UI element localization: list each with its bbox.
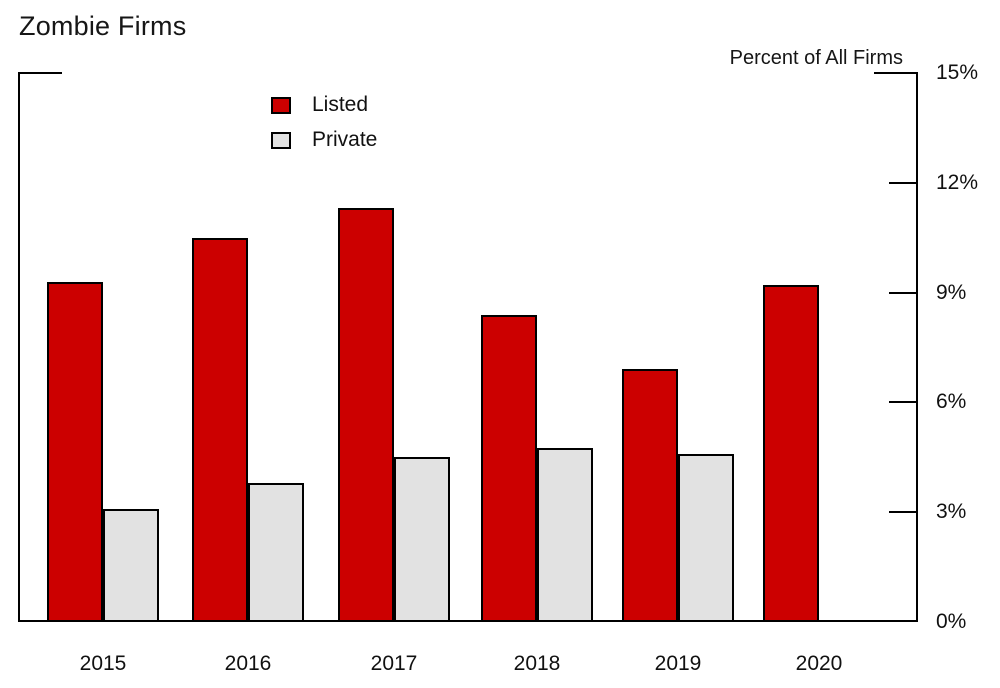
x-tick-label-2015: 2015 [79, 652, 127, 675]
bar-private-2016 [248, 483, 304, 622]
y-axis-unit-label: Percent of All Firms [729, 47, 903, 69]
legend-label-listed: Listed [312, 93, 369, 116]
x-tick-label-2016: 2016 [224, 652, 272, 675]
legend-label-private: Private [312, 128, 378, 151]
bar-listed-2018 [481, 315, 537, 622]
x-tick-label-2020: 2020 [795, 652, 843, 675]
y-tick-label-0: 0% [936, 610, 967, 633]
y-tick-label-12: 12% [936, 171, 979, 194]
bar-listed-2015 [47, 282, 103, 622]
legend-item-listed: Listed [271, 93, 377, 117]
left-axis-cap [18, 72, 62, 74]
y-tick-3 [889, 511, 916, 513]
bar-private-2019 [678, 454, 734, 622]
left-axis-line [18, 72, 20, 622]
bar-listed-2016 [192, 238, 248, 622]
bar-private-2015 [103, 509, 159, 622]
legend-item-private: Private [271, 128, 377, 152]
bottom-axis-line [18, 620, 918, 622]
x-tick-label-2017: 2017 [370, 652, 418, 675]
chart-title: Zombie Firms [19, 11, 187, 41]
bar-listed-2020 [763, 285, 819, 622]
bar-private-2018 [537, 448, 593, 622]
right-axis-line [916, 72, 918, 622]
y-tick-label-6: 6% [936, 390, 967, 413]
x-tick-label-2018: 2018 [513, 652, 561, 675]
y-tick-label-3: 3% [936, 500, 967, 523]
y-tick-label-15: 15% [936, 61, 979, 84]
x-tick-label-2019: 2019 [654, 652, 702, 675]
y-tick-label-9: 9% [936, 281, 967, 304]
y-tick-12 [889, 182, 916, 184]
bar-listed-2017 [338, 208, 394, 622]
legend: Listed Private [271, 93, 377, 163]
right-axis-cap [874, 72, 918, 74]
bar-listed-2019 [622, 369, 678, 622]
legend-swatch-private [271, 131, 291, 149]
bar-private-2017 [394, 457, 450, 622]
y-tick-9 [889, 292, 916, 294]
y-tick-6 [889, 401, 916, 403]
legend-swatch-listed [271, 96, 291, 114]
